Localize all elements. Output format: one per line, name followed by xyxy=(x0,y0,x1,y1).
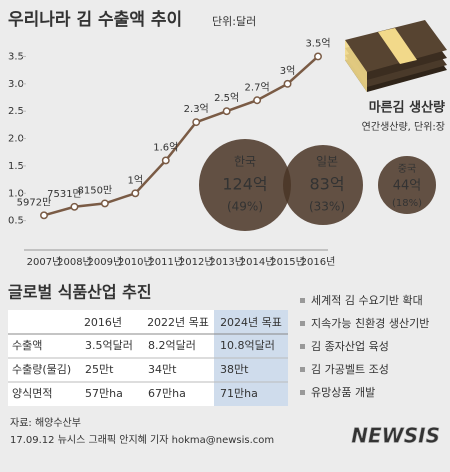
data-point xyxy=(40,211,48,220)
production-name: 일본 xyxy=(316,155,338,169)
table-cell: 67만ha xyxy=(148,387,186,400)
table-cell: 10.8억달러 xyxy=(220,339,275,352)
data-point xyxy=(70,202,79,211)
table-header: 2016년 xyxy=(84,316,122,329)
table-cell: 38만t xyxy=(220,363,249,376)
chart-title: 우리나라 김 수출액 추이 xyxy=(8,10,182,30)
data-point xyxy=(100,199,109,208)
x-tick-label: 2007년 xyxy=(27,256,62,268)
y-tick-label: 3.5 xyxy=(8,51,24,62)
source: 자료: 해양수산부 xyxy=(10,416,81,429)
value-label: 5972만 xyxy=(17,196,52,208)
x-tick-label: 2016년 xyxy=(301,256,336,268)
x-tick-label: 2010년 xyxy=(118,256,153,268)
production-name: 한국 xyxy=(234,155,256,169)
value-label: 1.6억 xyxy=(153,141,178,153)
production-share: (33%) xyxy=(309,200,345,214)
data-line xyxy=(43,55,319,217)
chart-unit: 단위:달러 xyxy=(212,15,256,28)
circle-china xyxy=(378,156,436,214)
bullet xyxy=(300,321,305,326)
y-tick-label: 2.0 xyxy=(8,134,24,145)
table-cell: 57만ha xyxy=(85,387,123,400)
table-cell: 71만ha xyxy=(220,387,258,400)
circle-korea xyxy=(199,139,291,231)
data-point xyxy=(131,189,140,198)
list-item: 지속가능 친환경 생산기반 xyxy=(311,317,429,330)
x-tick-label: 2011년 xyxy=(148,256,183,268)
production-name: 중국 xyxy=(398,163,416,175)
x-tick-label: 2008년 xyxy=(57,256,92,268)
y-tick-label: 1.0 xyxy=(8,188,24,199)
x-tick-label: 2012년 xyxy=(179,256,214,268)
y-tick-label: 1.5 xyxy=(8,161,24,172)
production-value: 124억 xyxy=(222,175,267,194)
laver-illustration xyxy=(345,20,447,92)
data-point xyxy=(283,79,292,88)
value-label: 3.5억 xyxy=(305,37,330,49)
value-label: 2.3억 xyxy=(184,103,209,115)
value-label: 2.7억 xyxy=(245,81,270,93)
bullet xyxy=(300,367,305,372)
x-tick-label: 2015년 xyxy=(270,256,305,268)
production-value: 83억 xyxy=(309,175,344,194)
x-tick-label: 2013년 xyxy=(209,256,244,268)
production-circles xyxy=(199,139,436,231)
value-label: 7531만 xyxy=(47,188,82,200)
credit: 17.09.12 뉴시스 그래픽 안지혜 기자 hokma@newsis.com xyxy=(10,434,274,446)
table-cell: 34만t xyxy=(148,363,177,376)
production-value: 44억 xyxy=(393,179,422,194)
data-point xyxy=(161,156,170,165)
production-share: (49%) xyxy=(227,200,263,214)
production-title: 마른김 생산량 xyxy=(369,100,445,116)
list-item: 세계적 김 수요기반 확대 xyxy=(311,294,423,307)
table-cell: 3.5억달러 xyxy=(85,339,133,352)
bullet xyxy=(300,390,305,395)
value-label: 2.5억 xyxy=(214,92,239,104)
x-tick-label: 2014년 xyxy=(240,256,275,268)
table-header: 2022년 목표 xyxy=(147,316,209,329)
table-cell: 8.2억달러 xyxy=(148,339,196,352)
table-title: 글로벌 식품산업 추진 xyxy=(8,283,152,302)
x-tick-label: 2009년 xyxy=(88,256,123,268)
table-cell: 수출량(물김) xyxy=(12,363,71,376)
table: 2016년 2022년 목표 2024년 목표 수출액 3.5억달러 8.2억달… xyxy=(8,316,288,400)
list-item: 김 가공벨트 조성 xyxy=(311,363,389,376)
production-share: (18%) xyxy=(392,198,422,209)
logo: NEWSIS xyxy=(351,424,440,448)
value-label: 8150만 xyxy=(78,184,113,196)
list-item: 유망상품 개발 xyxy=(311,386,375,399)
list-item: 김 종자산업 육성 xyxy=(311,340,389,353)
production-subtitle: 연간생산량, 단위:장 xyxy=(362,120,445,133)
bullet xyxy=(300,344,305,349)
table-cell: 수출액 xyxy=(12,339,42,352)
y-tick-label: 3.0 xyxy=(8,79,24,90)
data-point xyxy=(222,107,231,116)
value-label: 3억 xyxy=(280,65,296,77)
table-header: 2024년 목표 xyxy=(220,316,282,329)
data-point xyxy=(253,96,262,105)
line-chart: 0.5 1.0 1.5 2.0 2.5 3.0 3.5 2007년 5972만 2008년 7531… xyxy=(8,37,335,268)
y-tick-label: 0.5 xyxy=(8,216,24,227)
bullet xyxy=(300,298,305,303)
data-point xyxy=(314,52,322,61)
table-cell: 양식면적 xyxy=(12,387,52,400)
list: 세계적 김 수요기반 확대 지속가능 친환경 생산기반 김 종자산업 육성 김 … xyxy=(300,294,429,399)
circle-japan xyxy=(283,145,363,225)
y-tick-label: 2.5 xyxy=(8,106,24,117)
value-label: 1억 xyxy=(128,174,144,186)
table-cell: 25만t xyxy=(85,363,114,376)
data-point xyxy=(192,118,201,127)
